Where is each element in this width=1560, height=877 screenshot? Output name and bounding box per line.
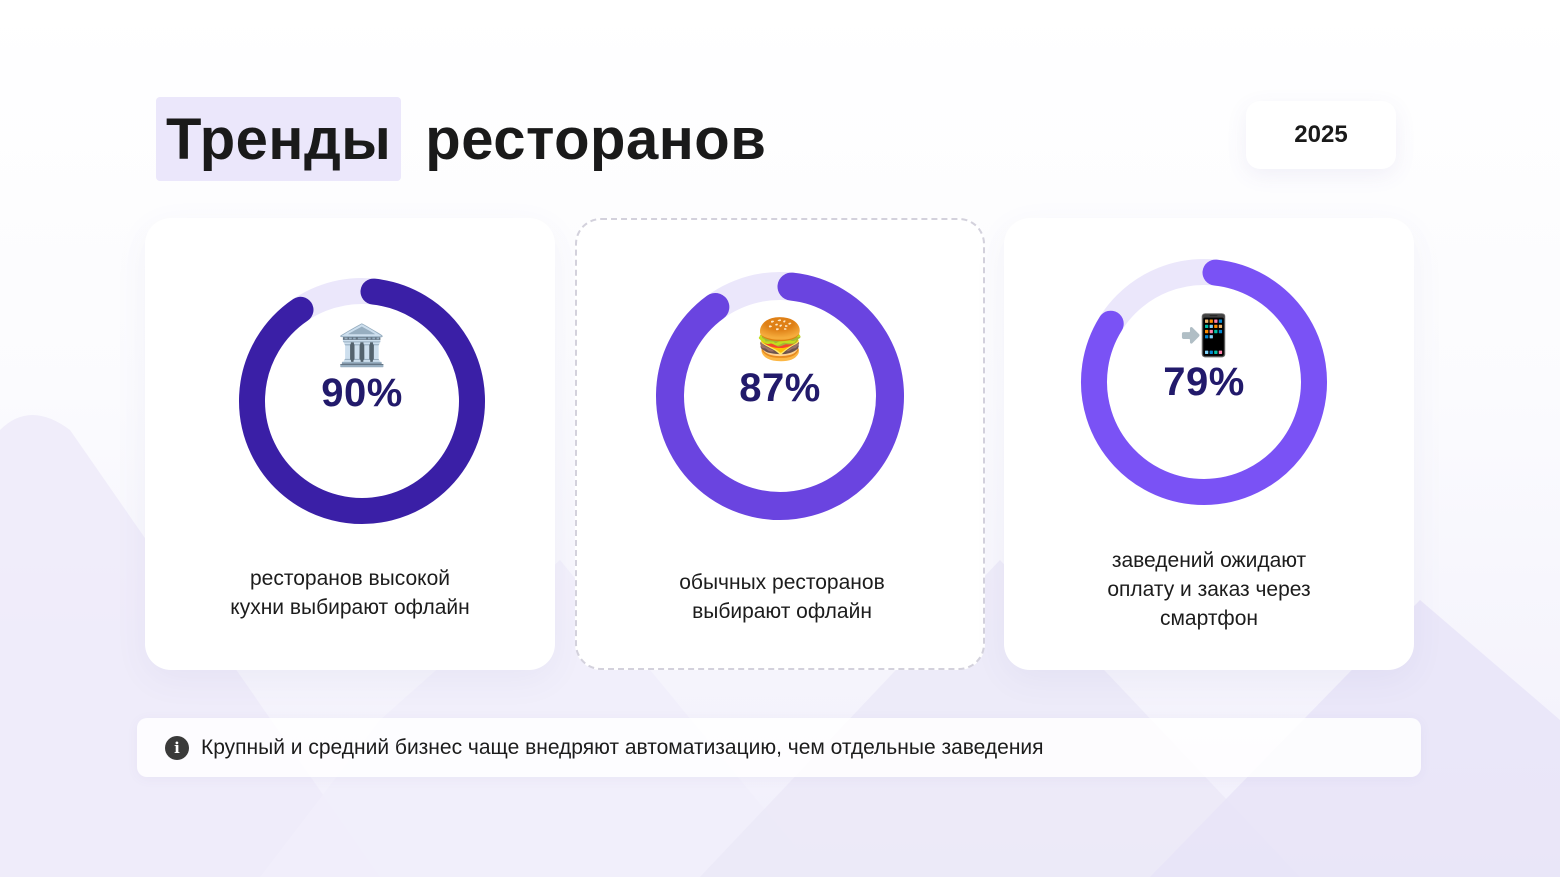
donut-chart <box>239 278 485 524</box>
title-rest: ресторанов <box>425 106 767 172</box>
caption-line: кухни выбирают офлайн <box>230 596 470 619</box>
card-caption: ресторанов высокой кухни выбирают офлайн <box>175 564 525 622</box>
card-caption: обычных ресторанов выбирают офлайн <box>607 568 957 626</box>
classical-building-icon: 🏛️ <box>337 324 387 368</box>
caption-line: обычных ресторанов <box>679 571 885 594</box>
caption-line: оплату и заказ через <box>1107 578 1311 601</box>
donut-value-label: 87% <box>739 366 821 410</box>
stat-card-regular-restaurants: 🍔 87% обычных ресторанов выбирают офлайн <box>575 218 985 670</box>
year-badge: 2025 <box>1246 101 1396 169</box>
card-caption: заведений ожидают оплату и заказ через сма… <box>1034 546 1384 633</box>
donut-value-arc <box>1081 259 1327 505</box>
mobile-arrow-icon: 📲 <box>1179 314 1229 358</box>
caption-line: выбирают офлайн <box>692 600 872 623</box>
info-bar: i Крупный и средний бизнес чаще внедряют… <box>137 718 1421 777</box>
page-title: Тренды ресторанов <box>156 97 766 181</box>
donut-chart <box>1081 259 1327 505</box>
stat-card-haute-cuisine: 🏛️ 90% ресторанов высокой кухни выбирают оф… <box>145 218 555 670</box>
donut-value-arc <box>239 278 485 524</box>
info-icon: i <box>165 735 189 760</box>
donut-value-label: 90% <box>321 371 403 415</box>
burger-icon: 🍔 <box>755 318 805 362</box>
caption-line: ресторанов высокой <box>249 567 451 590</box>
donut-value-label: 79% <box>1163 360 1245 404</box>
title-highlight: Тренды <box>156 97 402 181</box>
donut-value-arc <box>656 272 904 520</box>
stat-card-smartphone-ordering: 📲 79% заведений ожидают оплату и заказ чере… <box>1004 218 1414 670</box>
caption-line: заведений ожидают <box>1111 549 1307 572</box>
caption-line: смартфон <box>1159 607 1258 630</box>
donut-chart <box>656 272 904 520</box>
info-text: Крупный и средний бизнес чаще внедряют а… <box>201 735 1044 759</box>
